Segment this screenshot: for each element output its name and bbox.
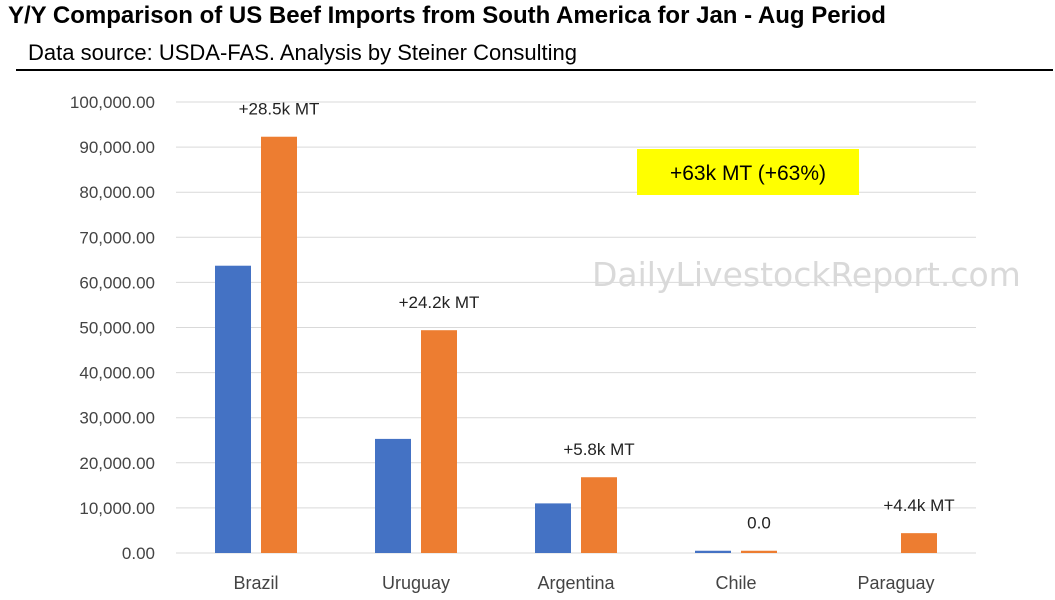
y-tick-label: 70,000.00: [79, 228, 155, 247]
callout-text: +63k MT (+63%): [670, 162, 826, 185]
x-axis-categories: Brazil Uruguay Argentina Chile Paraguay: [233, 573, 934, 593]
bar-brazil-series-2: [261, 136, 297, 554]
bar-uruguay-series-1: [375, 438, 411, 553]
bar-paraguay-series-2: [901, 533, 937, 553]
data-annotation: 0.0: [747, 514, 771, 533]
category-label: Chile: [715, 573, 756, 593]
y-tick-label: 50,000.00: [79, 319, 155, 338]
data-annotation: +28.5k MT: [239, 100, 320, 119]
category-label: Paraguay: [857, 573, 934, 593]
bar-uruguay-series-2: [421, 330, 457, 553]
y-tick-label: 40,000.00: [79, 364, 155, 383]
bar-chile-series-2: [741, 550, 777, 553]
y-tick-label: 90,000.00: [79, 138, 155, 157]
data-annotation: +24.2k MT: [399, 293, 480, 312]
y-tick-label: 20,000.00: [79, 454, 155, 473]
title-divider: [16, 69, 1053, 71]
y-axis-ticks: 100,000.00 90,000.00 80,000.00 70,000.00 60,…: [70, 93, 155, 563]
category-label: Argentina: [537, 573, 615, 593]
callout-box: +63k MT (+63%): [637, 149, 859, 195]
bars: [215, 136, 937, 554]
data-annotation: +4.4k MT: [883, 496, 954, 515]
y-tick-label: 80,000.00: [79, 183, 155, 202]
y-tick-label: 100,000.00: [70, 93, 155, 112]
category-label: Uruguay: [382, 573, 450, 593]
annotations: +28.5k MT +24.2k MT +5.8k MT 0.0 +4.4k MT: [239, 100, 955, 533]
y-tick-label: 0.00: [122, 544, 155, 563]
bar-argentina-series-1: [535, 503, 571, 553]
y-tick-label: 10,000.00: [79, 499, 155, 518]
y-tick-label: 30,000.00: [79, 409, 155, 428]
callout-background: [637, 149, 859, 195]
bar-chile-series-1: [695, 550, 731, 553]
chart-subtitle: Data source: USDA-FAS. Analysis by Stein…: [28, 40, 578, 65]
y-tick-label: 60,000.00: [79, 273, 155, 292]
bar-argentina-series-2: [581, 477, 617, 553]
category-label: Brazil: [233, 573, 278, 593]
watermark-text: DailyLivestockReport.com: [592, 255, 1021, 294]
data-annotation: +5.8k MT: [563, 440, 634, 459]
gridlines: [176, 101, 976, 554]
bar-brazil-series-1: [215, 265, 251, 553]
chart-title: Y/Y Comparison of US Beef Imports from S…: [8, 2, 886, 29]
